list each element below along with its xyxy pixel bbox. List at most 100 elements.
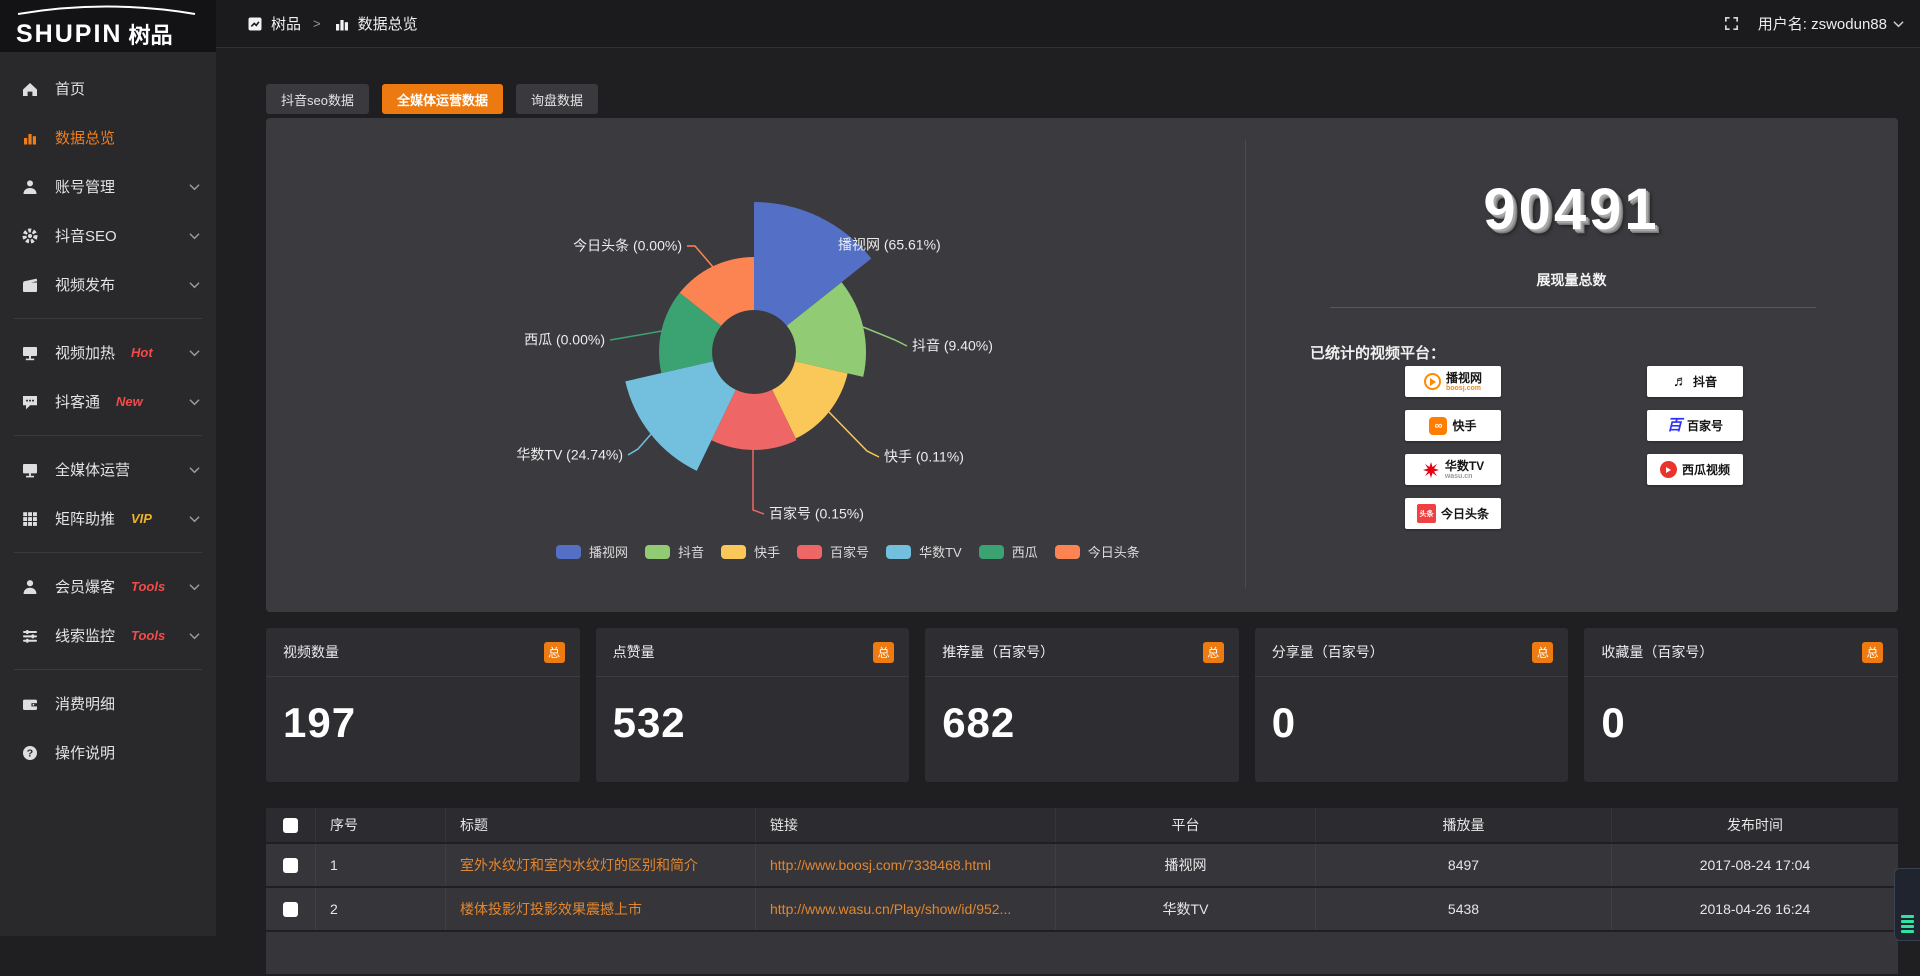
- topbar-right: 用户名: zswodun88: [1723, 13, 1904, 34]
- chevron-down-icon: [189, 398, 200, 406]
- legend-item-2[interactable]: 抖音: [645, 542, 704, 561]
- sidebar-item-2[interactable]: 数据总览: [0, 113, 216, 162]
- row-checkbox[interactable]: [283, 857, 298, 873]
- sidebar-item-9[interactable]: 矩阵助推 VIP: [0, 494, 216, 543]
- sidebar-item-label: 线索监控: [55, 628, 116, 645]
- pie-slice-2[interactable]: [786, 282, 867, 377]
- wasu-logo-icon: [1422, 461, 1439, 478]
- sidebar-item-5[interactable]: 视频发布: [0, 260, 216, 309]
- chevron-down-icon: [189, 466, 200, 474]
- legend-item-7[interactable]: 今日头条: [1054, 542, 1140, 561]
- pie-label-line: [627, 432, 653, 456]
- stat-card-label: 分享量（百家号）: [1271, 644, 1384, 660]
- platform-sub: wasu.cn: [1444, 472, 1473, 480]
- sidebar-item-3[interactable]: 账号管理: [0, 162, 216, 211]
- sidebar-item-label: 账号管理: [55, 179, 116, 196]
- cell-time: 2017-08-24 17:04: [1699, 857, 1811, 873]
- pie-label-line: [609, 330, 663, 341]
- total-badge[interactable]: 总: [1861, 641, 1883, 663]
- sidebar-item-8[interactable]: 全媒体运营: [0, 445, 216, 494]
- row-checkbox[interactable]: [283, 901, 298, 917]
- cell-time: 2018-04-26 16:24: [1699, 901, 1811, 917]
- pie-label: 今日头条 (0.00%): [573, 238, 682, 254]
- bar-chart-icon: [20, 129, 40, 147]
- chevron-down-icon: [189, 583, 200, 591]
- monitor-icon: [20, 461, 40, 479]
- sidebar-item-13[interactable]: ? 操作说明: [0, 728, 216, 777]
- pie-slice-1[interactable]: [754, 202, 872, 326]
- tab-2[interactable]: 全媒体运营数据: [381, 84, 503, 114]
- stat-card-1: 视频数量 总 197: [266, 628, 580, 782]
- legend-swatch: [721, 544, 747, 559]
- select-all-checkbox[interactable]: [283, 817, 298, 833]
- user-menu[interactable]: 用户名: zswodun88: [1758, 13, 1904, 34]
- sidebar-item-4[interactable]: 抖音SEO: [0, 211, 216, 260]
- legend-label: 快手: [754, 545, 781, 560]
- platforms-label: 已统计的视频平台：: [1310, 345, 1446, 362]
- pie-slice-7[interactable]: [679, 257, 754, 326]
- pie-slice-6[interactable]: [659, 292, 722, 374]
- table-header-cell: 平台: [1056, 808, 1316, 842]
- stat-card-value: 197: [283, 699, 357, 746]
- pie-slice-5[interactable]: [625, 361, 736, 471]
- tab-1[interactable]: 抖音seo数据: [266, 84, 369, 114]
- legend-item-4[interactable]: 百家号: [797, 542, 869, 561]
- stat-card-2: 点赞量 总 532: [595, 628, 910, 782]
- sidebar-item-7[interactable]: 抖客通 New: [0, 377, 216, 426]
- total-impressions-value: 90491: [1483, 177, 1660, 242]
- cell-platform: 播视网: [1056, 844, 1316, 886]
- brand-logo[interactable]: SHUPIN 树品: [0, 0, 216, 52]
- sidebar-item-6[interactable]: 视频加热 Hot: [0, 328, 216, 377]
- legend-item-1[interactable]: 播视网: [556, 542, 628, 561]
- table-header-cell: 链接: [756, 808, 1056, 842]
- floating-helper-widget[interactable]: [1894, 868, 1920, 941]
- stat-card-4: 分享量（百家号） 总 0: [1254, 628, 1569, 782]
- pie-label: 抖音 (9.40%): [912, 338, 993, 354]
- cell-url-link[interactable]: http://www.boosj.com/7338468.html: [756, 844, 1056, 886]
- cell-url-link[interactable]: http://www.wasu.cn/Play/show/id/952...: [756, 888, 1056, 930]
- platform-name: 快手: [1452, 418, 1477, 433]
- pie-slice-3[interactable]: [772, 361, 848, 439]
- cell-title-link[interactable]: 楼体投影灯投影效果震撼上市: [446, 888, 756, 930]
- chevron-down-icon: [189, 183, 200, 191]
- chart-legend: 播视网 抖音 快手 百家号 华数TV 西瓜 今日头条: [556, 542, 1140, 561]
- table-header-checkbox-cell: [266, 808, 316, 842]
- total-badge[interactable]: 总: [543, 641, 565, 663]
- legend-item-6[interactable]: 西瓜: [978, 542, 1038, 561]
- chat-icon: [20, 393, 40, 411]
- sidebar-item-12[interactable]: 消费明细: [0, 679, 216, 728]
- sidebar-item-label: 数据总览: [55, 130, 116, 147]
- fullscreen-icon[interactable]: [1723, 15, 1740, 32]
- platform-sub: boosj.com: [1445, 384, 1481, 392]
- total-badge[interactable]: 总: [1532, 641, 1554, 663]
- total-badge[interactable]: 总: [873, 641, 895, 663]
- stat-card-3: 推荐量（百家号） 总 682: [925, 628, 1239, 782]
- total-badge[interactable]: 总: [1202, 641, 1224, 663]
- member-icon: [20, 578, 40, 596]
- breadcrumb-item-current[interactable]: 数据总览: [333, 13, 418, 34]
- sidebar-item-10[interactable]: 会员爆客 Tools: [0, 562, 216, 611]
- platform-badge-xigua: 西瓜视频: [1647, 454, 1743, 485]
- legend-label: 今日头条: [1087, 545, 1140, 560]
- sidebar-divider: [14, 669, 202, 670]
- cell-title-link[interactable]: 室外水纹灯和室内水纹灯的区别和简介: [446, 844, 756, 886]
- pie-label-line: [828, 411, 880, 458]
- legend-label: 抖音: [678, 545, 705, 560]
- chevron-down-icon: [189, 232, 200, 240]
- table-header-cell: 播放量: [1316, 808, 1612, 842]
- legend-item-3[interactable]: 快手: [721, 542, 780, 561]
- pie-slice-4[interactable]: [711, 389, 797, 450]
- chevron-down-icon: [189, 515, 200, 523]
- legend-item-5[interactable]: 华数TV: [886, 542, 962, 561]
- legend-swatch: [1054, 544, 1080, 559]
- data-tabs: 抖音seo数据 全媒体运营数据 询盘数据: [266, 84, 598, 114]
- sidebar-item-11[interactable]: 线索监控 Tools: [0, 611, 216, 660]
- breadcrumb-item-home[interactable]: 树品: [246, 13, 301, 34]
- legend-swatch: [797, 544, 823, 559]
- widget-bar: [1901, 915, 1914, 918]
- platform-badge-douyin: ♬ 抖音: [1647, 366, 1743, 397]
- douyin-logo-icon: ♬: [1672, 373, 1688, 390]
- sidebar-item-1[interactable]: 首页: [0, 64, 216, 113]
- tab-3[interactable]: 询盘数据: [515, 84, 598, 114]
- sidebar-item-tag: New: [116, 394, 143, 409]
